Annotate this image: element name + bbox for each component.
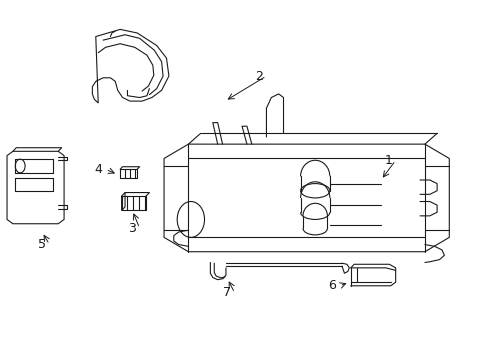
Text: 7: 7 [223, 287, 231, 300]
Text: 5: 5 [38, 238, 46, 251]
Text: 3: 3 [128, 222, 136, 235]
Text: 6: 6 [327, 279, 336, 292]
Text: 1: 1 [384, 154, 391, 167]
Text: 4: 4 [94, 163, 102, 176]
Text: 2: 2 [255, 69, 263, 82]
